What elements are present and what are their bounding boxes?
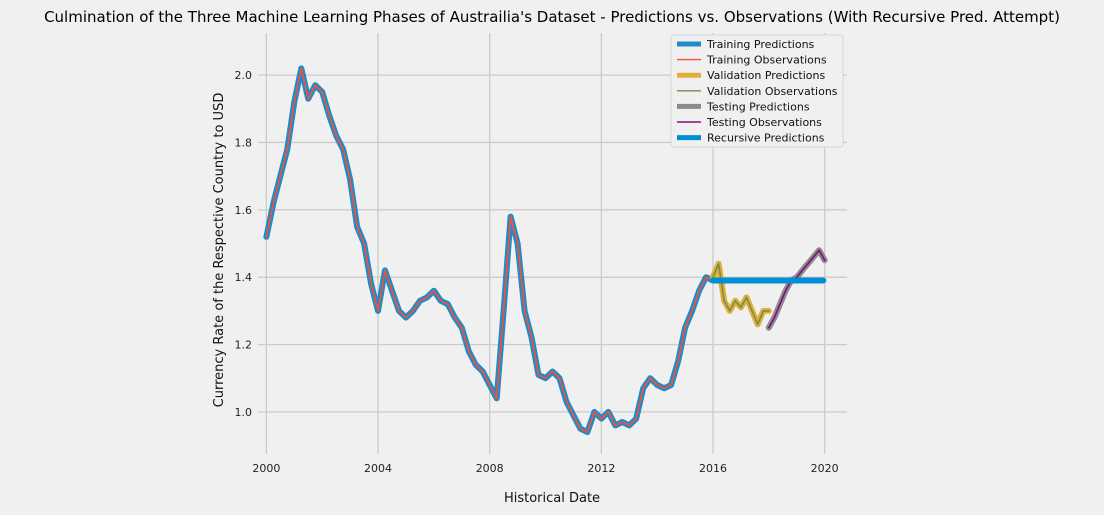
legend-label: Recursive Predictions bbox=[707, 132, 825, 145]
validation-observations-line bbox=[712, 262, 770, 326]
legend-label: Validation Observations bbox=[707, 85, 838, 98]
y-axis-label: Currency Rate of the Respective Country … bbox=[212, 93, 227, 408]
legend-box bbox=[670, 34, 844, 148]
training-observations-line bbox=[265, 67, 714, 433]
x-tick-label: 2008 bbox=[476, 462, 504, 475]
y-tick-label: 1.2 bbox=[235, 339, 253, 352]
y-tick-label: 2.0 bbox=[235, 69, 253, 82]
y-tick-label: 1.8 bbox=[235, 136, 253, 149]
x-tick-label: 2012 bbox=[587, 462, 615, 475]
x-tick-label: 2000 bbox=[252, 462, 280, 475]
y-tick-label: 1.6 bbox=[235, 204, 253, 217]
y-tick-label: 1.4 bbox=[235, 271, 253, 284]
series-lines bbox=[263, 65, 828, 436]
y-tick-label: 1.0 bbox=[235, 406, 253, 419]
legend-label: Training Predictions bbox=[706, 38, 815, 51]
x-axis-label: Historical Date bbox=[504, 491, 600, 506]
x-tick-label: 2004 bbox=[364, 462, 392, 475]
chart-title: Culmination of the Three Machine Learnin… bbox=[44, 8, 1060, 26]
x-tick-labels: 2000 2004 2008 2012 2016 2020 bbox=[252, 462, 838, 475]
legend-label: Validation Predictions bbox=[707, 69, 825, 82]
legend: Training Predictions Training Observation… bbox=[670, 34, 844, 148]
x-tick-label: 2020 bbox=[811, 462, 839, 475]
testing-observations-line bbox=[767, 249, 826, 329]
legend-label: Testing Predictions bbox=[706, 100, 810, 113]
y-tick-labels: 1.0 1.2 1.4 1.6 1.8 2.0 bbox=[235, 69, 253, 419]
legend-label: Testing Observations bbox=[706, 116, 822, 129]
legend-label: Training Observations bbox=[706, 54, 827, 67]
x-tick-label: 2016 bbox=[699, 462, 727, 475]
